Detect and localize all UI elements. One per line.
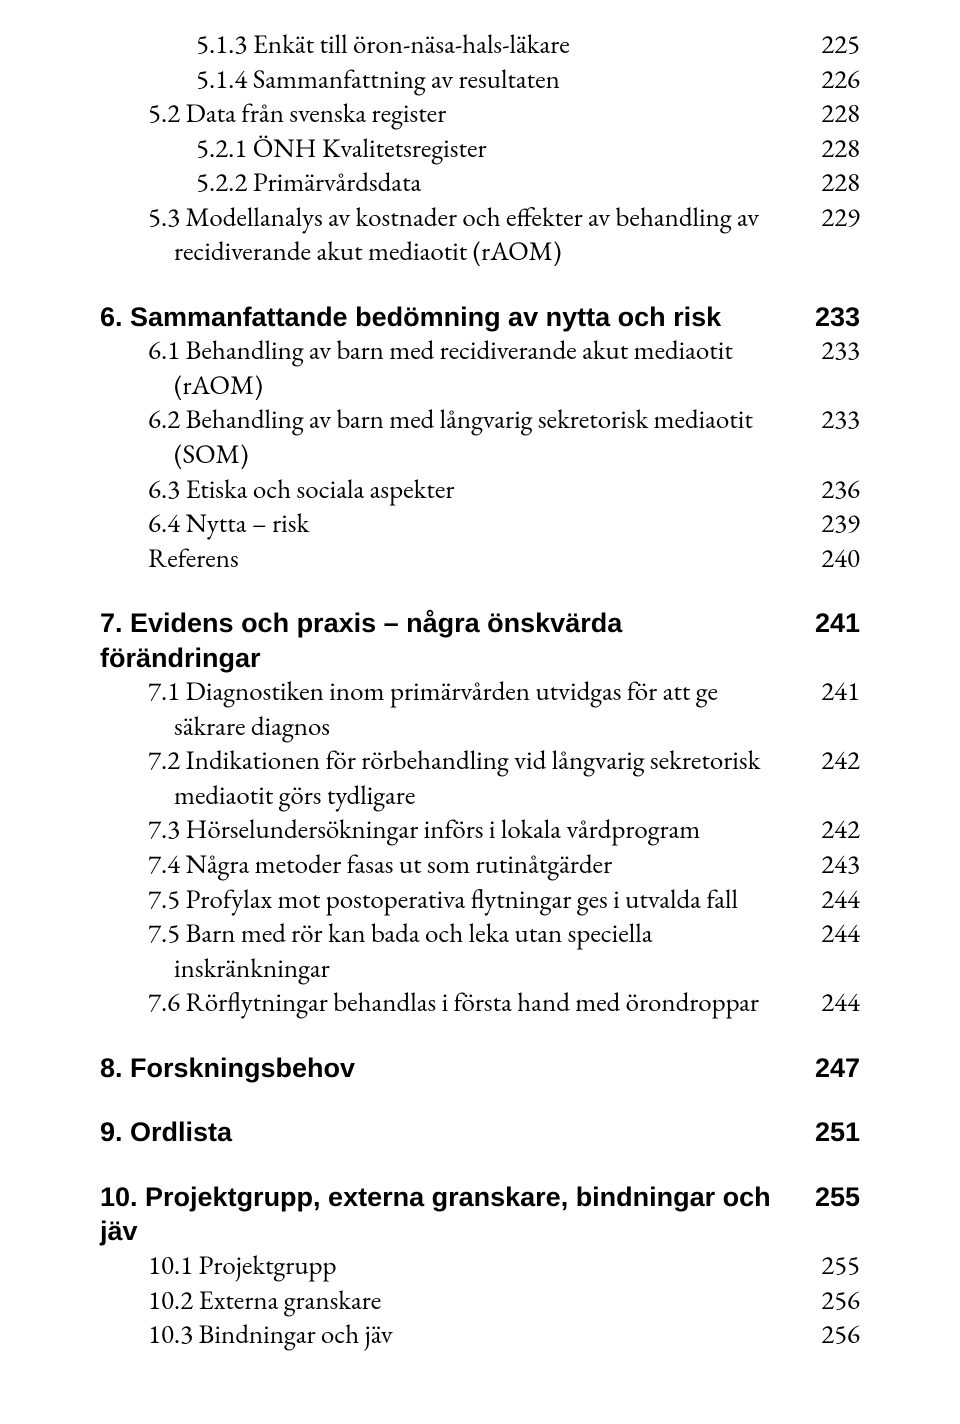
toc-label: 7. Evidens och praxis – några önskvärda … (100, 606, 808, 675)
toc-page-number: 233 (808, 334, 860, 369)
toc-label: 5.2.1 ÖNH Kvalitetsregister (196, 132, 808, 167)
toc-label: 5.1.4 Sammanfattning av resultaten (196, 63, 808, 98)
toc-label: 6. Sammanfattande bedömning av nytta och… (100, 300, 808, 335)
toc-page-number: 244 (808, 883, 860, 918)
toc-entry: 10.3 Bindningar och jäv256 (100, 1318, 860, 1353)
toc-label: 10.3 Bindningar och jäv (148, 1318, 808, 1353)
toc-page-number: 233 (808, 300, 860, 335)
toc-label: 6.4 Nytta – risk (148, 507, 808, 542)
toc-entry: 7.1 Diagnostiken inom primärvården utvid… (100, 675, 860, 744)
toc-page-number: 247 (808, 1051, 860, 1086)
toc-entry: 9. Ordlista251 (100, 1115, 860, 1150)
toc-label: 10.1 Projektgrupp (148, 1249, 808, 1284)
toc-entry: 7.6 Rörflytningar behandlas i första han… (100, 986, 860, 1021)
toc-entry: 6.1 Behandling av barn med recidiverande… (100, 334, 860, 403)
toc-entry: 5.1.3 Enkät till öron-näsa-hals-läkare22… (100, 28, 860, 63)
toc-page-number: 251 (808, 1115, 860, 1150)
toc-page-number: 241 (808, 675, 860, 710)
toc-label: 7.5 Profylax mot postoperativa flytninga… (148, 883, 808, 918)
toc-page-number: 226 (808, 63, 860, 98)
toc-entry: 6. Sammanfattande bedömning av nytta och… (100, 300, 860, 335)
toc-page-number: 255 (808, 1249, 860, 1284)
toc-page-number: 240 (808, 542, 860, 577)
toc-page-number: 225 (808, 28, 860, 63)
toc-page-number: 244 (808, 917, 860, 952)
toc-label: 5.3 Modellanalys av kostnader och effekt… (148, 201, 808, 270)
toc-entry: 5.2 Data från svenska register228 (100, 97, 860, 132)
toc-page-number: 256 (808, 1318, 860, 1353)
toc-entry: 10.2 Externa granskare256 (100, 1284, 860, 1319)
toc-label: 5.2 Data från svenska register (148, 97, 808, 132)
toc-page-number: 256 (808, 1284, 860, 1319)
toc-entry: 6.3 Etiska och sociala aspekter236 (100, 473, 860, 508)
toc-label: 7.4 Några metoder fasas ut som rutinåtgä… (148, 848, 808, 883)
toc-label: 9. Ordlista (100, 1115, 808, 1150)
toc-page: 5.1.3 Enkät till öron-näsa-hals-läkare22… (0, 0, 960, 1424)
toc-page-number: 243 (808, 848, 860, 883)
toc-label: 7.1 Diagnostiken inom primärvården utvid… (148, 675, 808, 744)
toc-label: 7.6 Rörflytningar behandlas i första han… (148, 986, 808, 1021)
toc-entry: 5.2.1 ÖNH Kvalitetsregister228 (100, 132, 860, 167)
toc-entry: 7.2 Indikationen för rörbehandling vid l… (100, 744, 860, 813)
toc-entry: 7.5 Barn med rör kan bada och leka utan … (100, 917, 860, 986)
toc-label: 10.2 Externa granskare (148, 1284, 808, 1319)
toc-page-number: 236 (808, 473, 860, 508)
toc-entry: 5.2.2 Primärvårdsdata228 (100, 166, 860, 201)
toc-page-number: 241 (808, 606, 860, 641)
toc-page-number: 228 (808, 97, 860, 132)
toc-label: 10. Projektgrupp, externa granskare, bin… (100, 1180, 808, 1249)
toc-label: Referens (148, 542, 808, 577)
toc-entry: 7.5 Profylax mot postoperativa flytninga… (100, 883, 860, 918)
toc-page-number: 228 (808, 132, 860, 167)
toc-page-number: 239 (808, 507, 860, 542)
toc-entry: 7.3 Hörselundersökningar införs i lokala… (100, 813, 860, 848)
toc-label: 6.2 Behandling av barn med långvarig sek… (148, 403, 808, 472)
toc-page-number: 233 (808, 403, 860, 438)
toc-label: 6.3 Etiska och sociala aspekter (148, 473, 808, 508)
toc-page-number: 255 (808, 1180, 860, 1215)
toc-label: 5.1.3 Enkät till öron-näsa-hals-läkare (196, 28, 808, 63)
toc-entry: 6.2 Behandling av barn med långvarig sek… (100, 403, 860, 472)
toc-entry: 6.4 Nytta – risk239 (100, 507, 860, 542)
toc-entry: Referens240 (100, 542, 860, 577)
toc-label: 8. Forskningsbehov (100, 1051, 808, 1086)
toc-entry: 7. Evidens och praxis – några önskvärda … (100, 606, 860, 675)
toc-page-number: 228 (808, 166, 860, 201)
toc-label: 7.5 Barn med rör kan bada och leka utan … (148, 917, 808, 986)
toc-entry: 10. Projektgrupp, externa granskare, bin… (100, 1180, 860, 1249)
toc-entry: 8. Forskningsbehov247 (100, 1051, 860, 1086)
toc-page-number: 244 (808, 986, 860, 1021)
toc-label: 7.3 Hörselundersökningar införs i lokala… (148, 813, 808, 848)
toc-page-number: 229 (808, 201, 860, 236)
toc-label: 5.2.2 Primärvårdsdata (196, 166, 808, 201)
toc-entry: 5.1.4 Sammanfattning av resultaten226 (100, 63, 860, 98)
toc-entry: 10.1 Projektgrupp255 (100, 1249, 860, 1284)
toc-label: 6.1 Behandling av barn med recidiverande… (148, 334, 808, 403)
toc-label: 7.2 Indikationen för rörbehandling vid l… (148, 744, 808, 813)
toc-entry: 5.3 Modellanalys av kostnader och effekt… (100, 201, 860, 270)
toc-page-number: 242 (808, 744, 860, 779)
toc-entry: 7.4 Några metoder fasas ut som rutinåtgä… (100, 848, 860, 883)
toc-page-number: 242 (808, 813, 860, 848)
